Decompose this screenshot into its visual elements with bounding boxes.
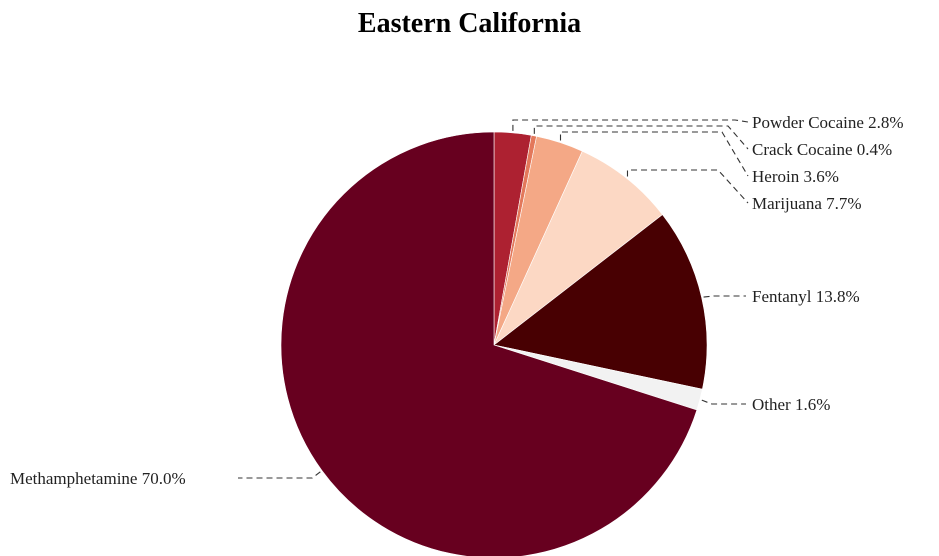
leader-line-heroin [559,131,749,177]
pie-slice-methamphetamine [280,131,698,556]
leader-line-other [701,399,746,405]
slice-label-powder-cocaine: Powder Cocaine 2.8% [752,113,904,132]
slice-label-marijuana: Marijuana 7.7% [752,194,862,213]
pie-labels: Powder Cocaine 2.8% Crack Cocaine 0.4% Her… [10,113,904,488]
slice-label-fentanyl: Fentanyl 13.8% [752,287,860,306]
leader-line-fentanyl [703,295,746,298]
leader-line-crack-cocaine [533,125,749,150]
slice-label-crack-cocaine: Crack Cocaine 0.4% [752,140,892,159]
chart-title: Eastern California [357,8,582,39]
slice-label-heroin: Heroin 3.6% [752,167,839,186]
slice-label-methamphetamine: Methamphetamine 70.0% [10,469,186,488]
leader-line-marijuana [626,169,749,204]
leader-line-methamphetamine [238,471,321,479]
leader-line-powder-cocaine [512,119,749,131]
pie-slice-marijuana [493,150,663,346]
pie-slice-fentanyl [493,214,708,390]
pie-slices [280,131,708,556]
slice-label-other: Other 1.6% [752,395,830,414]
